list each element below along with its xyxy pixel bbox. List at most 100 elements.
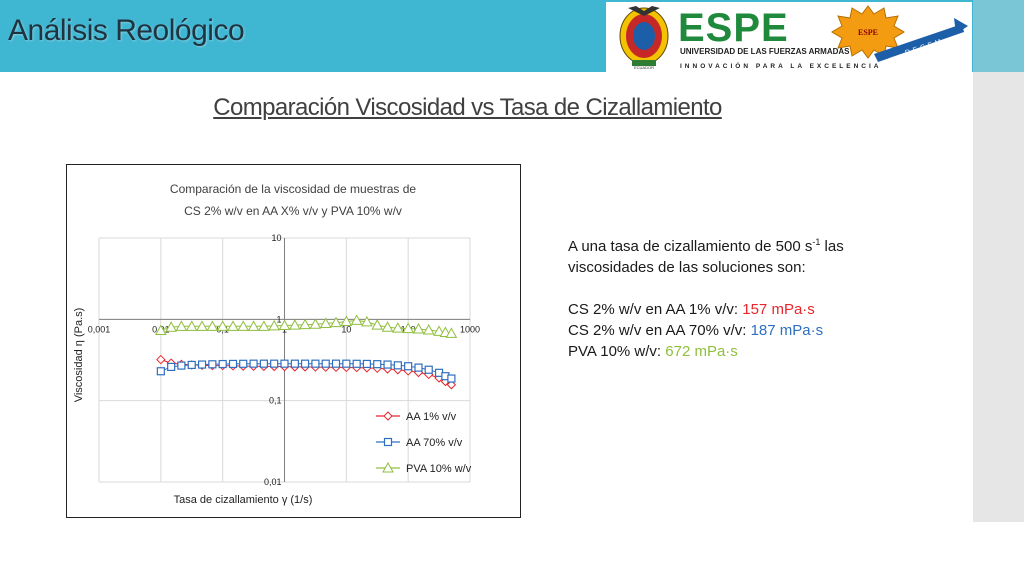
data-point-series-2 <box>402 322 415 334</box>
legend-label: AA 1% v/v <box>406 411 457 423</box>
data-point-series-2 <box>268 319 281 331</box>
data-point-series-1 <box>424 365 433 374</box>
data-point-series-2 <box>392 322 404 333</box>
data-point-series-1 <box>167 362 176 372</box>
data-point-series-1 <box>342 359 351 368</box>
data-point-series-2 <box>412 322 425 334</box>
data-point-series-1 <box>373 360 382 369</box>
header-accent <box>973 0 1024 72</box>
line1-label: CS 2% w/v en AA 1% v/v: <box>568 301 743 318</box>
data-point-series-2 <box>445 327 458 338</box>
chart-xlabel: Tasa de cizallamiento γ (1/s) <box>174 494 313 506</box>
x-tick-label: 1000 <box>460 324 480 334</box>
data-point-series-2 <box>422 323 435 335</box>
data-point-series-1 <box>321 359 330 368</box>
data-point-series-2 <box>247 320 260 331</box>
logo-brand: ESPE <box>678 6 789 50</box>
legend-label: PVA 10% w/v <box>406 463 472 475</box>
data-point-series-2 <box>371 319 384 330</box>
page-title: Análisis Reológico <box>8 14 245 47</box>
line2-label: CS 2% w/v en AA 70% v/v: <box>568 322 751 339</box>
side-panel <box>973 72 1024 522</box>
data-point-series-2 <box>350 314 363 325</box>
data-point-series-2 <box>206 320 219 331</box>
y-tick-label: 1 <box>276 314 281 324</box>
data-point-series-1 <box>383 360 392 369</box>
intro-text: A una tasa de cizallamiento de 500 s <box>568 238 813 255</box>
chart-ylabel: Viscosidad η (Pa.s) <box>73 308 85 403</box>
badge-text: ESPE <box>858 28 878 37</box>
data-point-series-2 <box>299 318 311 330</box>
summary-line-aa70: CS 2% w/v en AA 70% v/v: 187 mPa·s <box>568 320 908 341</box>
data-point-series-1 <box>270 359 279 368</box>
y-tick-label: 0,01 <box>264 477 282 487</box>
legend-marker <box>383 411 393 421</box>
data-point-series-2 <box>278 319 291 330</box>
data-point-series-1 <box>177 361 186 370</box>
data-point-series-1 <box>311 359 320 368</box>
data-point-series-2 <box>340 315 353 327</box>
data-point-series-2 <box>361 315 373 327</box>
chart-container: Comparación de la viscosidad de muestras… <box>66 164 521 518</box>
data-point-series-1 <box>156 367 165 376</box>
data-point-series-1 <box>208 360 217 369</box>
logo-graphic: ECUADOR ESPE UNIVERSIDAD DE LAS FUERZAS … <box>619 5 968 70</box>
data-point-series-2 <box>330 316 342 328</box>
viscosity-chart: Comparación de la viscosidad de muestras… <box>73 182 480 506</box>
chart-title-line1: Comparación de la viscosidad de muestras… <box>170 182 416 196</box>
x-tick-label: 10 <box>341 324 351 334</box>
data-point-series-2 <box>216 320 229 331</box>
data-point-series-2 <box>288 319 301 330</box>
logo-slogan: INNOVACIÓN PARA LA EXCELENCIA <box>680 61 881 70</box>
data-point-series-2 <box>258 320 270 331</box>
logo-country: ECUADOR <box>634 65 654 70</box>
x-tick-label: 0,001 <box>88 324 111 334</box>
line3-value: 672 mPa·s <box>665 343 738 360</box>
slide-subtitle: Comparación Viscosidad vs Tasa de Cizall… <box>213 94 722 121</box>
logo-university: UNIVERSIDAD DE LAS FUERZAS ARMADAS <box>680 47 850 56</box>
data-point-series-2 <box>237 320 250 331</box>
line1-value: 157 mPa·s <box>742 301 815 318</box>
summary-line-aa1: CS 2% w/v en AA 1% v/v: 157 mPa·s <box>568 299 908 320</box>
legend-label: AA 70% v/v <box>406 437 463 449</box>
decem-badge-icon <box>831 5 968 62</box>
data-point-series-0 <box>446 380 457 390</box>
intro-text-end: las viscosidades de las soluciones son: <box>568 238 844 276</box>
data-point-series-2 <box>381 321 394 332</box>
data-point-series-1 <box>447 374 456 383</box>
data-point-series-2 <box>165 321 178 332</box>
espe-logo: ECUADOR ESPE UNIVERSIDAD DE LAS FUERZAS … <box>606 2 972 72</box>
data-point-series-1 <box>187 360 196 370</box>
data-point-series-2 <box>196 320 208 331</box>
data-point-series-0 <box>156 354 166 365</box>
data-point-series-2 <box>319 317 332 328</box>
data-point-series-1 <box>290 359 299 368</box>
viscosity-summary: A una tasa de cizallamiento de 500 s-1 l… <box>568 232 908 362</box>
data-point-series-1 <box>218 359 227 369</box>
data-point-series-1 <box>259 359 268 368</box>
y-tick-label: 0,1 <box>269 396 282 406</box>
data-point-series-1 <box>249 359 258 368</box>
data-point-series-1 <box>280 359 289 368</box>
data-point-series-1 <box>393 361 402 370</box>
chart-title-line2: CS 2% w/v en AA X% v/v y PVA 10% w/v <box>184 204 402 218</box>
summary-intro: A una tasa de cizallamiento de 500 s-1 l… <box>568 232 908 278</box>
data-point-series-2 <box>175 320 188 331</box>
data-point-series-2 <box>309 318 322 329</box>
data-point-series-1 <box>300 359 310 368</box>
data-point-series-2 <box>227 320 239 331</box>
data-point-series-1 <box>362 359 371 369</box>
summary-line-pva: PVA 10% w/v: 672 mPa·s <box>568 341 908 362</box>
data-point-series-1 <box>228 359 238 369</box>
legend-marker <box>382 461 394 473</box>
data-point-series-2 <box>185 320 198 331</box>
legend-marker <box>383 437 393 447</box>
data-point-series-1 <box>352 359 361 368</box>
data-point-series-1 <box>331 359 341 368</box>
data-point-series-2 <box>433 325 445 336</box>
intro-superscript: -1 <box>812 237 821 247</box>
line3-label: PVA 10% w/v: <box>568 343 666 360</box>
line2-value: 187 mPa·s <box>750 322 824 339</box>
data-point-series-2 <box>154 324 167 335</box>
data-point-series-1 <box>404 362 413 371</box>
